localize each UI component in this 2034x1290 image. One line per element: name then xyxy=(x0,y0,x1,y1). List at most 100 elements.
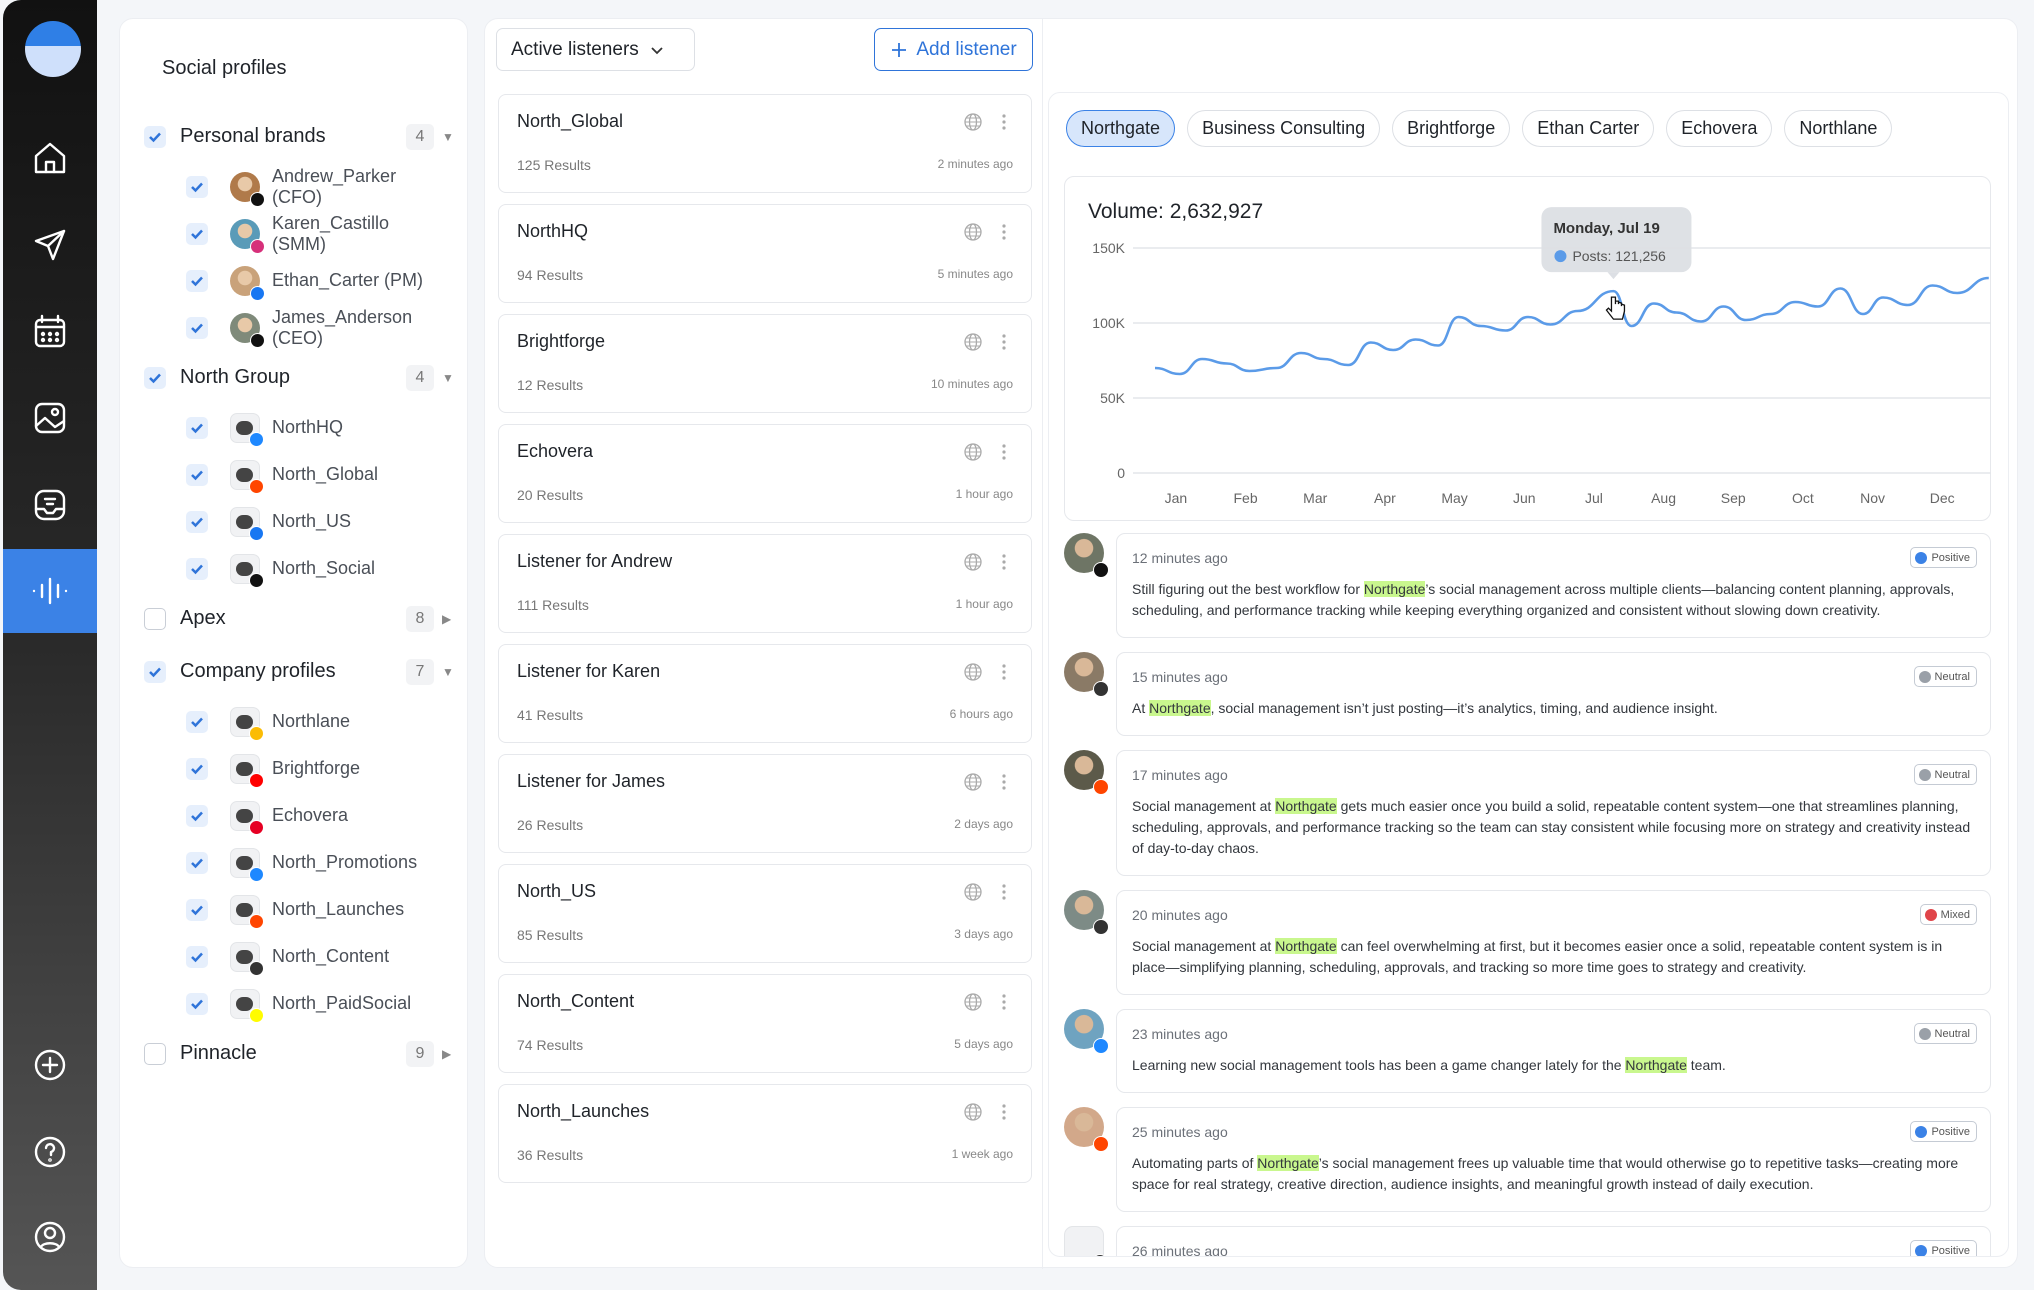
profile-checkbox[interactable] xyxy=(186,510,208,533)
caret-right-icon[interactable]: ▶ xyxy=(442,611,452,626)
tab-ethan-carter[interactable]: Ethan Carter xyxy=(1522,110,1655,147)
more-options-icon[interactable] xyxy=(1001,442,1007,462)
profile-item[interactable]: Northlane xyxy=(144,698,443,745)
nav-item-listening[interactable] xyxy=(3,549,97,633)
profile-item[interactable]: Brightforge xyxy=(144,745,443,792)
profile-item[interactable]: North_Promotions xyxy=(144,839,443,886)
author-avatar[interactable] xyxy=(1064,1107,1109,1152)
globe-icon[interactable] xyxy=(963,112,983,132)
profile-checkbox[interactable] xyxy=(186,898,208,921)
more-options-icon[interactable] xyxy=(1001,882,1007,902)
profile-group[interactable]: Company profiles 7 ▼ xyxy=(144,645,454,698)
caret-down-icon[interactable]: ▼ xyxy=(442,129,454,144)
nav-item-image[interactable] xyxy=(3,376,97,460)
group-checkbox[interactable] xyxy=(144,1042,166,1065)
profile-checkbox[interactable] xyxy=(186,269,208,292)
globe-icon[interactable] xyxy=(963,552,983,572)
profile-item[interactable]: North_Launches xyxy=(144,886,443,933)
tab-echovera[interactable]: Echovera xyxy=(1666,110,1773,147)
globe-icon[interactable] xyxy=(963,442,983,462)
mention-item[interactable]: 17 minutes ago Social management at North… xyxy=(1064,750,1991,876)
nav-item-inbox[interactable] xyxy=(3,463,97,547)
profile-item[interactable]: North_US xyxy=(144,498,443,545)
profile-checkbox[interactable] xyxy=(186,463,208,486)
profile-checkbox[interactable] xyxy=(186,804,208,827)
mentions-feed[interactable]: 12 minutes ago Still figuring out the bes… xyxy=(1064,533,1991,1256)
profile-group[interactable]: Apex 8 ▶ xyxy=(144,592,451,645)
profile-item[interactable]: North_Global xyxy=(144,451,443,498)
listener-card[interactable]: Listener for Karen 41 Results 6 hours ago xyxy=(498,644,1032,743)
profile-item[interactable]: Echovera xyxy=(144,792,443,839)
profile-checkbox[interactable] xyxy=(186,416,208,439)
author-avatar[interactable] xyxy=(1064,1009,1109,1054)
more-options-icon[interactable] xyxy=(1001,1102,1007,1122)
profile-checkbox[interactable] xyxy=(186,992,208,1015)
profile-checkbox[interactable] xyxy=(186,710,208,733)
profile-checkbox[interactable] xyxy=(186,851,208,874)
author-avatar[interactable] xyxy=(1064,652,1109,697)
globe-icon[interactable] xyxy=(963,772,983,792)
mention-card[interactable]: 15 minutes ago At Northgate, social manag… xyxy=(1116,652,1991,736)
group-checkbox[interactable] xyxy=(144,607,166,630)
more-options-icon[interactable] xyxy=(1001,332,1007,352)
more-options-icon[interactable] xyxy=(1001,662,1007,682)
caret-down-icon[interactable]: ▼ xyxy=(442,664,454,679)
app-logo[interactable] xyxy=(25,21,81,77)
author-avatar[interactable] xyxy=(1064,1226,1108,1256)
caret-down-icon[interactable]: ▼ xyxy=(442,370,454,385)
tab-northlane[interactable]: Northlane xyxy=(1784,110,1893,147)
listener-card[interactable]: Echovera 20 Results 1 hour ago xyxy=(498,424,1032,523)
globe-icon[interactable] xyxy=(963,662,983,682)
caret-right-icon[interactable]: ▶ xyxy=(442,1046,452,1061)
globe-icon[interactable] xyxy=(963,332,983,352)
mention-card[interactable]: 25 minutes ago Automating parts of Northg… xyxy=(1116,1107,1991,1212)
profile-checkbox[interactable] xyxy=(186,222,208,245)
profile-item[interactable]: North_PaidSocial xyxy=(144,980,443,1027)
profile-item[interactable]: Ethan_Carter (PM) xyxy=(144,257,443,304)
mention-card[interactable]: 20 minutes ago Social management at North… xyxy=(1116,890,1991,995)
nav-item-add-circle[interactable] xyxy=(3,1023,97,1107)
mention-card[interactable]: 12 minutes ago Still figuring out the bes… xyxy=(1116,533,1991,638)
group-checkbox[interactable] xyxy=(144,366,166,389)
more-options-icon[interactable] xyxy=(1001,112,1007,132)
listener-card[interactable]: Brightforge 12 Results 10 minutes ago xyxy=(498,314,1032,413)
tab-brightforge[interactable]: Brightforge xyxy=(1392,110,1511,147)
mention-card[interactable]: 23 minutes ago Learning new social manage… xyxy=(1116,1009,1991,1093)
profile-item[interactable]: NorthHQ xyxy=(144,404,443,451)
mention-item[interactable]: 12 minutes ago Still figuring out the bes… xyxy=(1064,533,1991,638)
profile-item[interactable]: North_Content xyxy=(144,933,443,980)
profile-checkbox[interactable] xyxy=(186,557,208,580)
listener-card[interactable]: North_Global 125 Results 2 minutes ago xyxy=(498,94,1032,193)
group-checkbox[interactable] xyxy=(144,125,166,148)
profile-checkbox[interactable] xyxy=(186,757,208,780)
listener-card[interactable]: Listener for Andrew 111 Results 1 hour ago xyxy=(498,534,1032,633)
profile-checkbox[interactable] xyxy=(186,945,208,968)
profile-group[interactable]: Pinnacle 9 ▶ xyxy=(144,1027,451,1080)
more-options-icon[interactable] xyxy=(1001,222,1007,242)
profile-item[interactable]: North_Social xyxy=(144,545,443,592)
listener-card[interactable]: North_US 85 Results 3 days ago xyxy=(498,864,1032,963)
globe-icon[interactable] xyxy=(963,222,983,242)
listener-card[interactable]: Listener for James 26 Results 2 days ago xyxy=(498,754,1032,853)
group-checkbox[interactable] xyxy=(144,660,166,683)
mention-card[interactable]: 17 minutes ago Social management at North… xyxy=(1116,750,1991,876)
listener-card[interactable]: North_Content 74 Results 5 days ago xyxy=(498,974,1032,1073)
tab-northgate[interactable]: Northgate xyxy=(1066,110,1176,147)
tab-business-consulting[interactable]: Business Consulting xyxy=(1187,110,1381,147)
more-options-icon[interactable] xyxy=(1001,772,1007,792)
nav-item-home[interactable] xyxy=(3,116,97,200)
author-avatar[interactable] xyxy=(1064,890,1109,935)
globe-icon[interactable] xyxy=(963,1102,983,1122)
profile-item[interactable]: James_Anderson (CEO) xyxy=(144,304,443,351)
author-avatar[interactable] xyxy=(1064,533,1109,578)
profile-group[interactable]: Personal brands 4 ▼ xyxy=(144,110,454,163)
mention-item[interactable]: 23 minutes ago Learning new social manage… xyxy=(1064,1009,1991,1093)
nav-item-help[interactable] xyxy=(3,1110,97,1194)
nav-item-calendar[interactable] xyxy=(3,290,97,374)
globe-icon[interactable] xyxy=(963,882,983,902)
more-options-icon[interactable] xyxy=(1001,552,1007,572)
listener-card[interactable]: NorthHQ 94 Results 5 minutes ago xyxy=(498,204,1032,303)
profile-checkbox[interactable] xyxy=(186,175,208,198)
